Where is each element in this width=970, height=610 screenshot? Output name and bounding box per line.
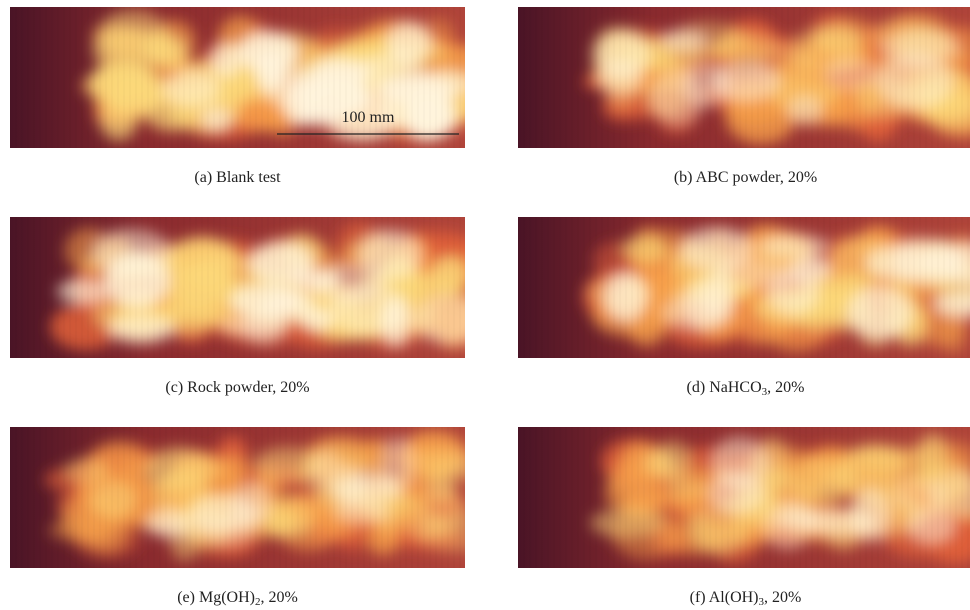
- caption-main: (b) ABC powder, 20%: [674, 169, 817, 186]
- caption: (d) NaHCO3, 20%: [518, 378, 970, 398]
- scale-bar-label: 100 mm: [277, 109, 459, 127]
- caption-tail: , 20%: [764, 589, 801, 606]
- caption-tail: , 20%: [260, 589, 297, 606]
- flame-photo: [10, 427, 465, 568]
- caption: (a) Blank test: [10, 168, 465, 188]
- caption-main: (e) Mg(OH): [177, 589, 255, 606]
- figure: 100 mm (a) Blank test (b) ABC powder, 20% (…: [0, 0, 970, 610]
- caption-main: (c) Rock powder, 20%: [165, 379, 309, 396]
- caption: (c) Rock powder, 20%: [10, 378, 465, 398]
- flame-photo: [518, 217, 970, 358]
- flame-photo: [10, 217, 465, 358]
- caption: (f) Al(OH)3, 20%: [518, 588, 970, 608]
- caption-main: (d) NaHCO: [687, 379, 762, 396]
- caption: (e) Mg(OH)2, 20%: [10, 588, 465, 608]
- caption-tail: , 20%: [767, 379, 804, 396]
- flame-photo: [518, 7, 970, 148]
- flame-photo: [518, 427, 970, 568]
- caption-main: (a) Blank test: [194, 169, 280, 186]
- caption-main: (f) Al(OH): [690, 589, 759, 606]
- caption: (b) ABC powder, 20%: [518, 168, 970, 188]
